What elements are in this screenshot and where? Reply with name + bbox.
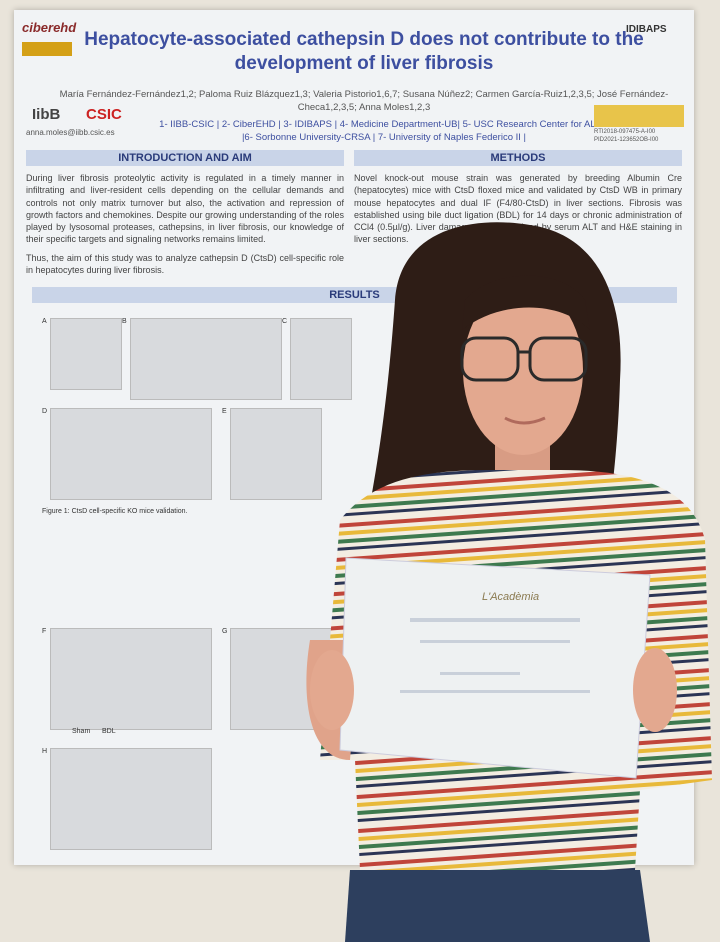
affiliations: 1- IIBB-CSIC | 2- CiberEHD | 3- IDIBAPS … [159,119,609,143]
section-heading: METHODS [354,150,682,166]
figure-caption: Figure 1: CtsD cell-specific KO mice val… [42,508,188,515]
panel-label: E [222,408,227,415]
panel-label: C [282,318,288,325]
certificate-logo: L'Acadèmia [482,591,539,603]
panel-label: H [42,748,48,755]
logo-csic: CSIC [86,106,122,123]
paragraph: During liver fibrosis proteolytic activi… [26,173,344,245]
paragraph: Thus, the aim of this study was to analy… [26,252,344,276]
grants: RTI2018-097475-A-I00 PID2021-123652OB-I0… [594,128,658,144]
panel-label: A [42,318,47,325]
right-hand [633,648,677,732]
figure-panel [50,408,212,500]
grant: PID2021-123652OB-I00 [594,137,659,143]
email: anna.moles@iibb.csic.es [26,128,115,137]
mouth [504,416,546,425]
funding-logos [594,105,684,127]
panel-label: G [222,628,228,635]
figure-panel [230,408,322,500]
section-heading: INTRODUCTION AND AIM [26,150,344,166]
figure-panel [50,748,212,850]
face [463,285,583,455]
intro-section: INTRODUCTION AND AIM During liver fibros… [26,150,344,276]
figure-panel [50,318,122,390]
group-label: BDL [102,728,116,735]
group-label: Sham [72,728,91,735]
panel-label: B [122,318,127,325]
jeans [345,870,650,942]
glasses-right [528,336,588,382]
authors: María Fernández-Fernández1,2; Paloma Rui… [59,89,669,113]
poster-title: Hepatocyte-associated cathepsin D does n… [84,29,644,74]
logo-ciberehd: ciberehd [22,20,77,35]
flag [22,42,72,56]
panel-label: F [42,628,47,635]
glasses-left [460,336,520,382]
certificate-lines [400,618,590,693]
figure-panel [130,318,282,400]
logo-idibaps: IDIBAPS [626,24,667,35]
figure-panel [50,628,212,730]
results-figures: A B C D E F G H Sham BDL Figure 1: CtsD cell-speci… [32,308,677,853]
logo-iibb: IibB [32,106,61,123]
hair-fringe [462,275,590,330]
panel-label: D [42,408,48,415]
left-hand [310,650,354,730]
grant: RTI2018-097475-A-I00 [594,129,656,135]
figure-panel [290,318,352,400]
